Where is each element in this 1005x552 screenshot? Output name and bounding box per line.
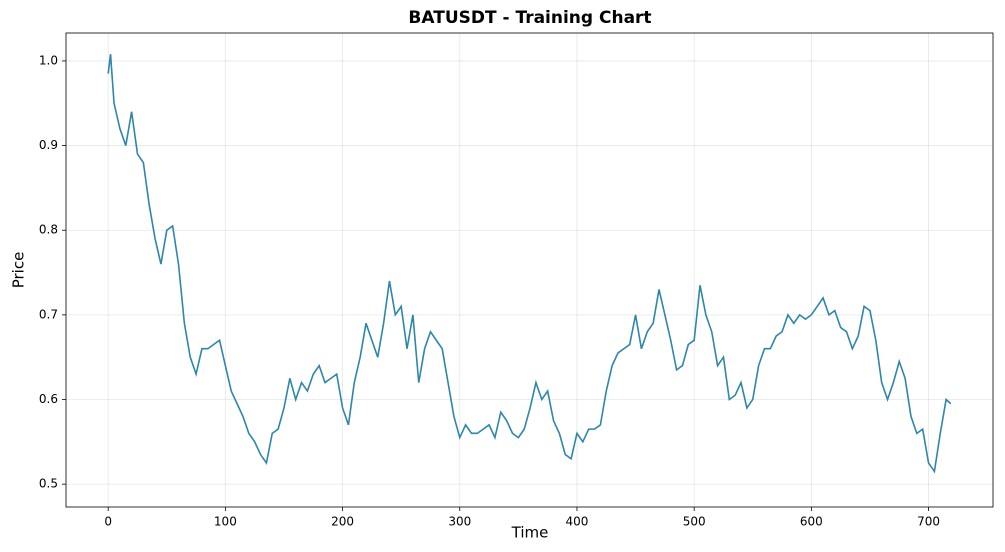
y-tick-label: 1.0 [39,53,58,67]
y-tick-label: 0.7 [39,307,58,321]
x-tick-label: 300 [448,515,471,529]
x-tick-label: 500 [683,515,706,529]
x-tick-label: 600 [800,515,823,529]
x-tick-label: 700 [917,515,940,529]
y-axis-label: Price [10,252,28,289]
x-tick-label: 0 [104,515,112,529]
plot-frame [65,32,994,508]
y-tick-label: 0.5 [39,477,58,491]
chart-title: BATUSDT - Training Chart [408,8,651,28]
price-line [107,54,952,474]
x-tick-label: 200 [331,515,354,529]
x-tick-label: 400 [566,515,589,529]
y-tick-label: 0.6 [39,392,58,406]
x-tick-label: 100 [214,515,237,529]
y-tick-label: 0.9 [39,138,58,152]
x-axis-label: Time [511,524,549,542]
y-tick-label: 0.8 [39,223,58,237]
